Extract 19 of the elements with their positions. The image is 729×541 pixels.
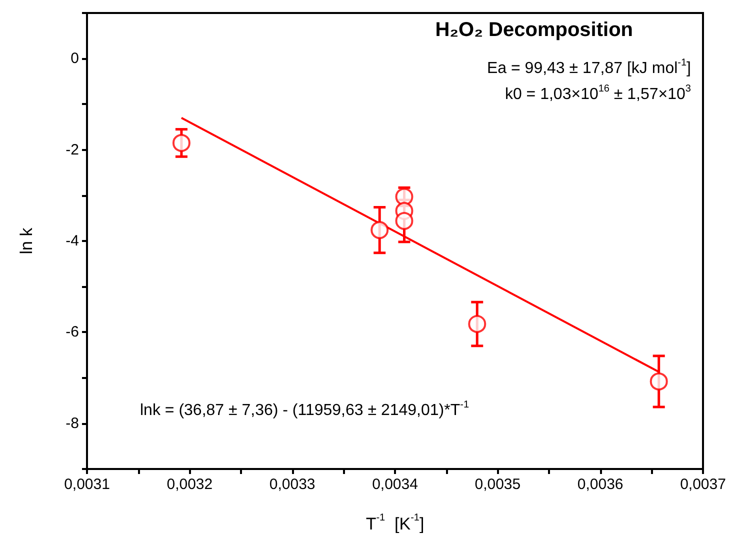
y-tick-label: -6 (66, 324, 79, 341)
x-tick-label: 0,0036 (577, 476, 624, 493)
y-tick-label: -8 (66, 414, 79, 432)
y-tick-label: -2 (66, 141, 79, 158)
point (650, 372, 668, 390)
point (370, 221, 389, 240)
x-tick-label: 0,0031 (64, 476, 110, 493)
x-tick-label: 0,0037 (680, 476, 726, 493)
point (468, 314, 486, 333)
y-tick-label: -4 (66, 232, 79, 250)
x-tick-label: 0,0033 (269, 476, 316, 493)
chart-title: H₂O₂ Decomposition (435, 19, 634, 41)
x-tick-label: 0,0032 (166, 476, 213, 493)
y-tick-label: 0 (70, 50, 79, 68)
point (395, 212, 414, 230)
y-axis-title: ln k (17, 227, 36, 254)
x-tick-label: 0,0034 (372, 476, 418, 493)
x-tick-label: 0,0035 (474, 476, 521, 493)
point (172, 134, 190, 152)
